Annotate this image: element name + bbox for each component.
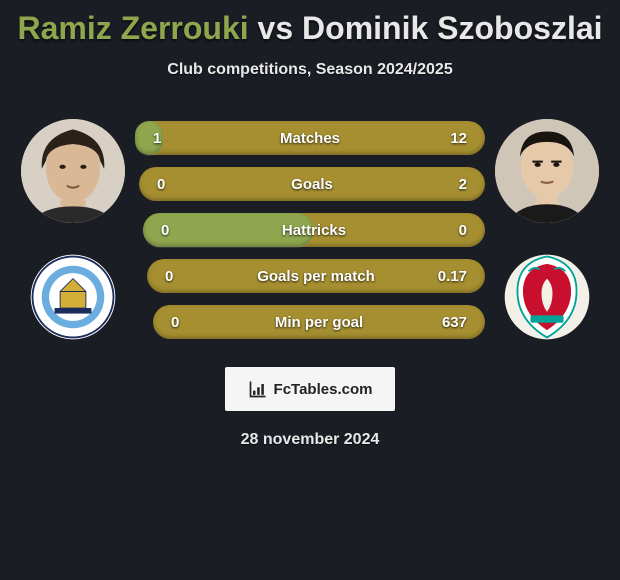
stat-right-value: 0	[459, 222, 485, 239]
player1-club-badge	[27, 251, 119, 343]
player1-face-icon	[21, 119, 125, 223]
stat-label: Min per goal	[275, 314, 363, 331]
stat-row: 0 Goals 2	[139, 167, 485, 201]
stat-right-value: 637	[442, 314, 485, 331]
liverpool-badge-icon	[501, 251, 593, 343]
stat-row: 0 Min per goal 637	[153, 305, 485, 339]
stat-row: 0 Hattricks 0	[143, 213, 485, 247]
comparison-layout: 1 Matches 12 0 Goals 2 0 Hattricks 0 0 Goals per m…	[10, 115, 610, 343]
stat-right-value: 2	[459, 176, 485, 193]
stat-left-value: 0	[143, 222, 169, 239]
watermark-text: FcTables.com	[274, 381, 373, 398]
player2-avatar	[495, 119, 599, 223]
stat-label: Goals per match	[257, 268, 375, 285]
stat-label: Hattricks	[282, 222, 346, 239]
title-player2: Dominik Szoboszlai	[302, 10, 602, 46]
player2-face-icon	[495, 119, 599, 223]
watermark: FcTables.com	[225, 367, 395, 411]
stat-row: 0 Goals per match 0.17	[147, 259, 485, 293]
stat-right-value: 12	[450, 130, 485, 147]
left-column	[21, 115, 125, 343]
stat-label: Matches	[280, 130, 340, 147]
stat-row: 1 Matches 12	[135, 121, 485, 155]
page-title: Ramiz Zerrouki vs Dominik Szoboszlai	[10, 10, 610, 47]
stat-left-value: 0	[147, 268, 173, 285]
chart-icon	[248, 379, 268, 399]
stat-left-value: 1	[135, 130, 161, 147]
player1-avatar	[21, 119, 125, 223]
title-player1: Ramiz Zerrouki	[17, 10, 248, 46]
date-text: 28 november 2024	[10, 431, 610, 449]
mancity-badge-icon	[27, 251, 119, 343]
right-column	[495, 115, 599, 343]
stat-label: Goals	[291, 176, 333, 193]
subtitle: Club competitions, Season 2024/2025	[10, 61, 610, 79]
stat-left-value: 0	[153, 314, 179, 331]
stat-left-value: 0	[139, 176, 165, 193]
stat-right-value: 0.17	[438, 268, 485, 285]
stats-column: 1 Matches 12 0 Goals 2 0 Hattricks 0 0 Goals per m…	[135, 115, 485, 339]
player2-club-badge	[501, 251, 593, 343]
title-vs: vs	[249, 10, 302, 46]
